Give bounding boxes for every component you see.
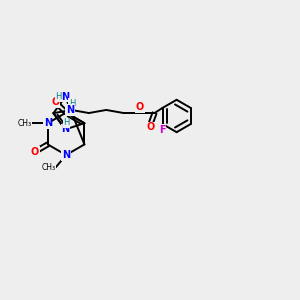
Text: O: O — [136, 102, 144, 112]
Text: N: N — [66, 105, 74, 115]
Text: O: O — [31, 147, 39, 157]
Text: N: N — [44, 118, 52, 128]
Text: CH₃: CH₃ — [41, 163, 56, 172]
Text: F: F — [159, 125, 166, 135]
Text: N: N — [61, 124, 69, 134]
Text: H: H — [69, 99, 75, 108]
Text: O: O — [147, 122, 155, 132]
Text: N: N — [62, 150, 70, 160]
Text: N: N — [61, 92, 69, 102]
Text: O: O — [52, 97, 60, 107]
Text: H: H — [64, 118, 70, 127]
Text: H: H — [56, 92, 62, 101]
Text: CH₃: CH₃ — [17, 119, 32, 128]
